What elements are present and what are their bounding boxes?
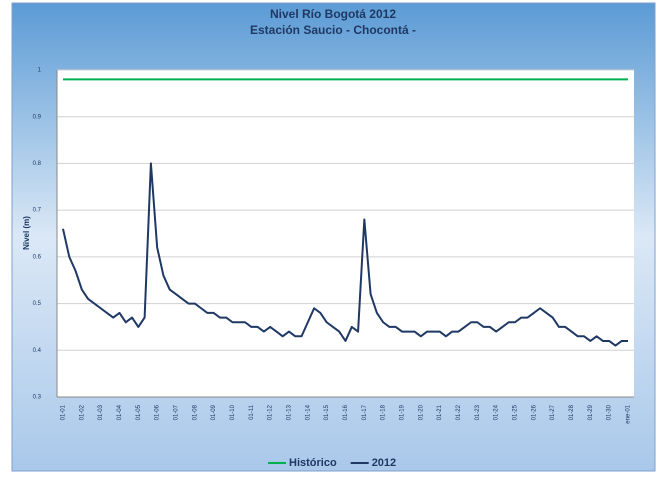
- x-tick-label: 01-06: [155, 404, 161, 420]
- x-tick-label: 01-20: [418, 404, 424, 420]
- x-tick-label: 01-14: [305, 404, 311, 420]
- legend-label: Histórico: [289, 457, 337, 469]
- x-tick-label: 01-23: [475, 404, 481, 420]
- x-tick-label: 01-24: [494, 404, 500, 420]
- x-tick-label: 01-22: [456, 404, 462, 420]
- x-tick-label: 01-09: [211, 404, 217, 420]
- x-tick-label: ene-01: [626, 404, 632, 423]
- y-tick-label: 0.3: [33, 395, 42, 401]
- x-tick-label: 01-01: [61, 404, 67, 420]
- y-tick-label: 0.4: [33, 348, 42, 354]
- x-tick-label: 01-17: [362, 404, 368, 420]
- x-tick-label: 01-25: [513, 404, 519, 420]
- x-tick-label: 01-02: [79, 404, 85, 420]
- x-tick-label: 01-04: [117, 404, 123, 420]
- x-tick-label: 01-28: [569, 404, 575, 420]
- x-tick-label: 01-19: [400, 404, 406, 420]
- y-tick-label: 0.5: [33, 301, 42, 307]
- x-tick-label: 01-18: [381, 404, 387, 420]
- series-line: [62, 162, 628, 347]
- x-tick-label: 01-03: [98, 404, 104, 420]
- x-tick-label: 01-15: [324, 404, 330, 420]
- y-tick-label: 0.6: [33, 254, 42, 260]
- x-tick-label: 01-29: [588, 404, 594, 420]
- y-tick-label: 0.8: [33, 161, 42, 167]
- x-tick-label: 01-16: [343, 404, 349, 420]
- y-tick-label: 0.7: [33, 208, 42, 214]
- y-axis-label: Nivel (m): [22, 216, 31, 250]
- chart-subtitle: Estación Saucio - Chocontá -: [250, 23, 416, 37]
- x-tick-label: 01-27: [550, 404, 556, 420]
- x-tick-label: 01-11: [249, 404, 255, 420]
- y-tick-label: 1: [38, 68, 42, 74]
- chart-title: Nivel Río Bogotá 2012: [270, 7, 396, 21]
- x-tick-label: 01-05: [136, 404, 142, 420]
- x-tick-label: 01-12: [268, 404, 274, 420]
- plot-area: [57, 70, 634, 397]
- x-tick-label: 01-26: [531, 404, 537, 420]
- x-tick-label: 01-08: [192, 404, 198, 420]
- x-tick-label: 01-30: [607, 404, 613, 420]
- x-tick-label: 01-21: [437, 404, 443, 420]
- x-tick-label: 01-13: [287, 404, 293, 420]
- x-tick-label: 01-10: [230, 404, 236, 420]
- legend-label: 2012: [372, 457, 396, 469]
- y-tick-label: 0.9: [33, 114, 42, 120]
- x-tick-label: 01-07: [174, 404, 180, 420]
